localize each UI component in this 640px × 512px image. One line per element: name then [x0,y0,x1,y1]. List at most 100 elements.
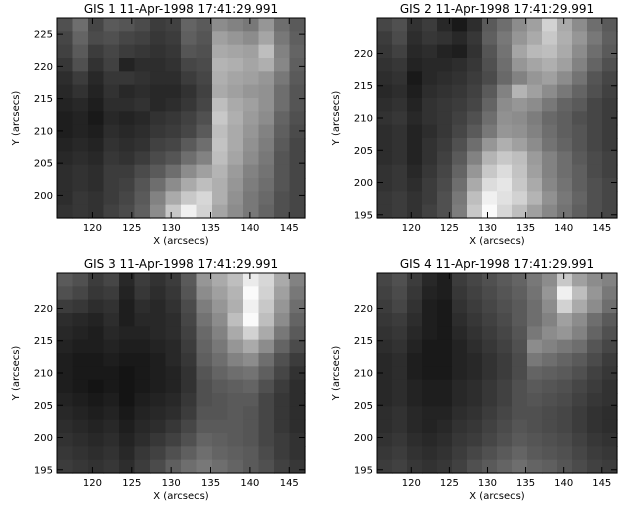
heatmap-cell [407,339,423,354]
panel-title: GIS 3 11-Apr-1998 17:41:29.991 [84,257,278,271]
heatmap-cell [212,44,229,59]
heatmap-cell [181,31,198,46]
heatmap-cell [119,71,136,86]
heatmap-cell [587,124,603,139]
heatmap-cell [289,459,306,474]
heatmap-cell [57,339,74,354]
heatmap-cell [150,313,167,327]
heatmap-cell [274,18,291,32]
heatmap-cell [274,313,291,327]
heatmap-cell [274,58,291,72]
heatmap-cell [103,326,120,341]
heatmap-cell [527,111,543,126]
heatmap-cell [422,111,438,126]
heatmap-cell [587,71,603,86]
heatmap-cell [243,138,260,152]
heatmap-cell [467,84,483,99]
heatmap-cell [227,138,244,152]
heatmap-cell [527,58,543,72]
heatmap-cell [512,124,528,139]
heatmap-cell [587,84,603,99]
heatmap-cell [542,204,558,219]
heatmap-cell [437,393,453,407]
heatmap-cell [165,366,182,381]
heatmap-cell [407,124,423,139]
heatmap-cell [227,191,244,206]
heatmap-cell [512,446,528,461]
heatmap-cell [392,459,408,474]
heatmap-cell [274,31,291,46]
heatmap-cell [512,353,528,367]
heatmap-cell [274,433,291,447]
heatmap-cell [437,84,453,99]
heatmap-cell [134,98,151,112]
heatmap-cell [165,393,182,407]
heatmap-cell [497,313,513,327]
heatmap-cell [103,286,120,301]
heatmap-cell [572,313,588,327]
heatmap-cell [452,71,468,86]
heatmap-cell [150,326,167,341]
heatmap-cell [497,151,513,166]
heatmap-cell [557,459,573,474]
heatmap-cell [196,339,213,354]
heatmap-cell [572,58,588,72]
heatmap-cell [181,419,198,434]
heatmap-cell [467,18,483,32]
heatmap-cell [119,406,136,421]
heatmap-cell [452,419,468,434]
heatmap-cell [88,326,105,341]
heatmap-cell [181,433,198,447]
heatmap-cell [134,419,151,434]
heatmap-cell [88,286,105,301]
heatmap-cell [243,286,260,301]
y-tick-label: 195 [354,210,373,221]
heatmap-cell [467,433,483,447]
heatmap-cell [119,273,136,287]
heatmap-cell [572,164,588,179]
heatmap-cell [72,313,89,327]
heatmap-cell [243,419,260,434]
heatmap-cell [557,98,573,112]
heatmap-cell [165,31,182,46]
heatmap-cell [467,393,483,407]
heatmap-cell [196,204,213,219]
heatmap-cell [103,419,120,434]
heatmap-cell [196,124,213,139]
heatmap-cell [437,111,453,126]
heatmap-cell [72,98,89,112]
heatmap-cell [497,286,513,301]
heatmap-cell [572,204,588,219]
heatmap-cell [572,379,588,394]
heatmap-cell [557,339,573,354]
heatmap-cell [119,98,136,112]
heatmap-cell [119,419,136,434]
heatmap-cell [119,44,136,59]
heatmap-cell [437,164,453,179]
heatmap-cell [134,124,151,139]
heatmap-cell [72,124,89,139]
heatmap-cell [587,419,603,434]
heatmap-cell [557,151,573,166]
heatmap-cell [103,178,120,192]
heatmap-cell [497,459,513,474]
heatmap-cell [227,326,244,341]
heatmap-cell [88,124,105,139]
heatmap-cell [497,446,513,461]
heatmap-cell [57,98,74,112]
heatmap-cell [542,419,558,434]
heatmap-cell [602,164,618,179]
heatmap-cell [497,366,513,381]
heatmap-cell [482,433,498,447]
heatmap-cell [88,419,105,434]
heatmap-cell [437,339,453,354]
heatmap-cell [467,446,483,461]
heatmap-cell [407,459,423,474]
heatmap-cell [467,151,483,166]
y-ticks: 195 200 205 210 215 220 [34,304,305,476]
heatmap-cell [119,433,136,447]
heatmap-cell [181,313,198,327]
heatmap-cell [527,433,543,447]
y-tick-label: 195 [354,465,373,476]
heatmap-cell [407,84,423,99]
